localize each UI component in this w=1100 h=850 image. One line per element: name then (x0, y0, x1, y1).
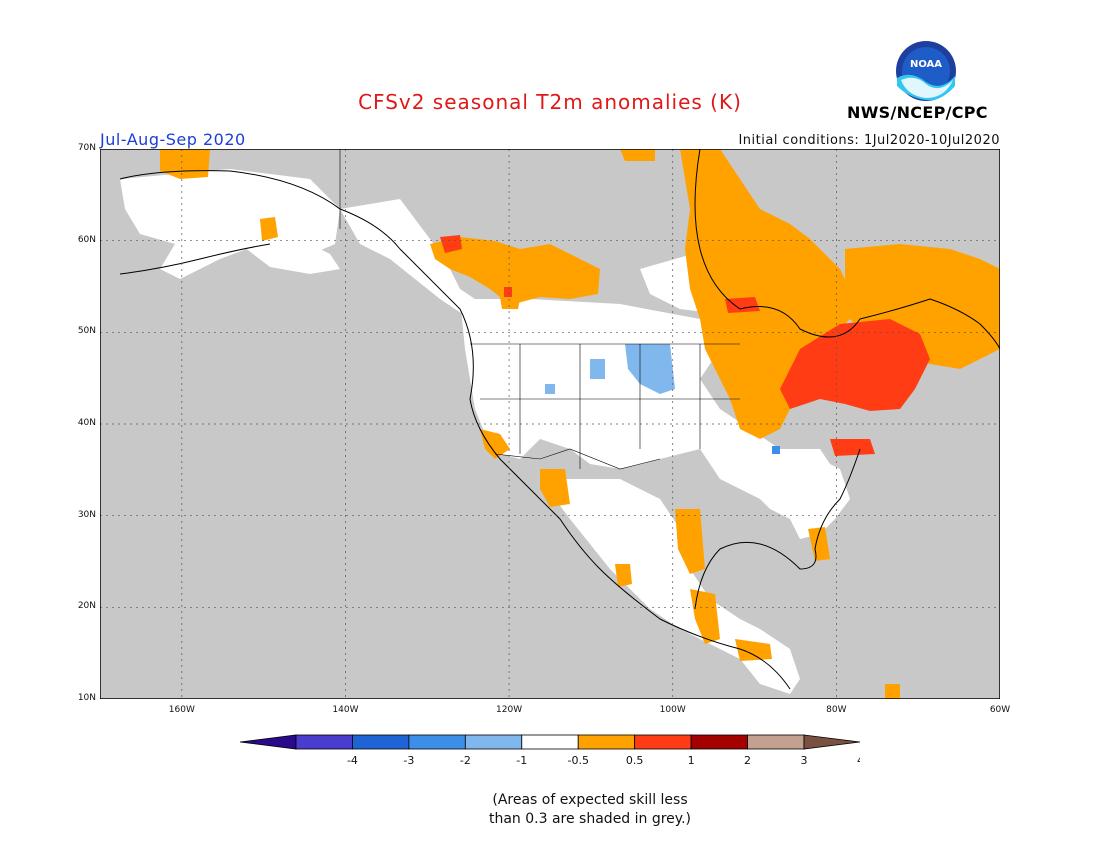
legend-swatch (634, 734, 692, 750)
legend-swatch (352, 734, 410, 750)
legend-label: 1 (688, 754, 695, 767)
legend-swatch (747, 734, 805, 750)
legend-label: 0.5 (626, 754, 644, 767)
legend-label: -2 (460, 754, 471, 767)
lat-label: 50N (77, 326, 96, 337)
color-legend: -4 -3 -2 -1 -0.5 0.5 1 2 3 4 (240, 734, 860, 767)
legend-swatch (295, 734, 353, 750)
agency-label: NWS/NCEP/CPC (847, 103, 988, 122)
legend-label: -4 (347, 754, 358, 767)
lat-label: 20N (77, 601, 96, 612)
coastlines (119, 149, 1000, 690)
lat-label: 10N (77, 693, 96, 703)
skill-note-line1: (Areas of expected skill less (492, 792, 688, 808)
lon-label: 120W (496, 705, 523, 715)
legend-label: 2 (744, 754, 751, 767)
political-boundaries (339, 149, 740, 470)
anomaly-blue-regions (545, 344, 780, 454)
noaa-logo-icon: NOAA (896, 41, 956, 101)
lon-label: 160W (168, 705, 195, 715)
legend-label: -3 (403, 754, 414, 767)
legend-label: 3 (801, 754, 808, 767)
anomaly-red-regions (440, 235, 930, 456)
legend-swatch (803, 734, 860, 750)
anomaly-map (100, 149, 1000, 699)
legend-label: -1 (516, 754, 527, 767)
skill-note-line2: than 0.3 are shaded in grey.) (488, 811, 691, 827)
legend-swatch (521, 734, 579, 750)
lat-label: 60N (77, 234, 96, 245)
lat-label: 70N (77, 143, 96, 153)
forecast-period: Jul-Aug-Sep 2020 (100, 130, 246, 149)
legend-swatch (577, 734, 636, 750)
lat-label: 40N (77, 418, 96, 428)
legend-label: -0.5 (567, 754, 588, 767)
legend-swatch (464, 734, 523, 750)
legend-swatch (408, 734, 466, 750)
initial-conditions: Initial conditions: 1Jul2020-10Jul2020 (738, 133, 1000, 148)
svg-text:NOAA: NOAA (910, 59, 942, 70)
legend-swatch (240, 734, 297, 750)
map-title: CFSv2 seasonal T2m anomalies (K) (358, 90, 742, 114)
lon-label: 80W (826, 705, 847, 715)
legend-label: 4 (857, 754, 860, 767)
lon-label: 140W (332, 705, 359, 715)
lon-label: 60W (989, 705, 1011, 715)
lat-label: 30N (77, 509, 96, 520)
legend-swatch (690, 734, 748, 750)
lon-label: 100W (659, 705, 686, 715)
gridlines (100, 149, 1000, 699)
